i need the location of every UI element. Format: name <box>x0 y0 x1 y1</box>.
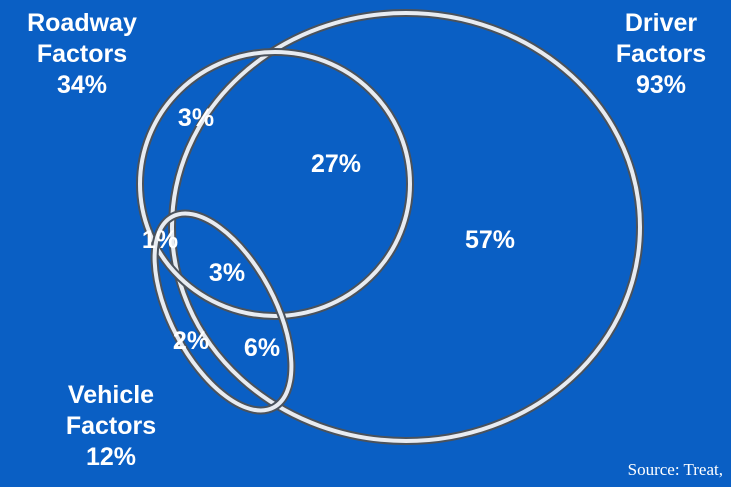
roadway-factors-label: Roadway Factors 34% <box>2 8 162 101</box>
region-all-three: 3% <box>208 259 246 287</box>
source-note: Source: Treat, <box>627 460 723 479</box>
vehicle-ellipse-highlight <box>152 211 294 413</box>
driver-percent: 93% <box>635 71 687 99</box>
region-roadway-vehicle: 1% <box>141 226 179 254</box>
driver-circle-highlight <box>170 11 642 443</box>
region-roadway-only: 3% <box>177 104 215 132</box>
driver-factors-label: Driver Factors 93% <box>596 8 726 101</box>
vehicle-name-line1: Vehicle <box>67 381 155 409</box>
vehicle-percent: 12% <box>85 443 137 471</box>
region-driver-only: 57% <box>464 226 516 254</box>
roadway-name-line1: Roadway <box>27 9 137 37</box>
roadway-name-line2: Factors <box>36 40 128 68</box>
vehicle-name-line2: Factors <box>65 412 157 440</box>
roadway-circle-highlight <box>138 50 412 318</box>
region-vehicle-only: 2% <box>172 327 210 355</box>
region-driver-vehicle: 6% <box>243 334 281 362</box>
vehicle-factors-label: Vehicle Factors 12% <box>46 380 176 473</box>
driver-name-line1: Driver <box>624 9 698 37</box>
region-roadway-driver: 27% <box>310 150 362 178</box>
roadway-percent: 34% <box>56 71 108 99</box>
driver-name-line2: Factors <box>615 40 707 68</box>
